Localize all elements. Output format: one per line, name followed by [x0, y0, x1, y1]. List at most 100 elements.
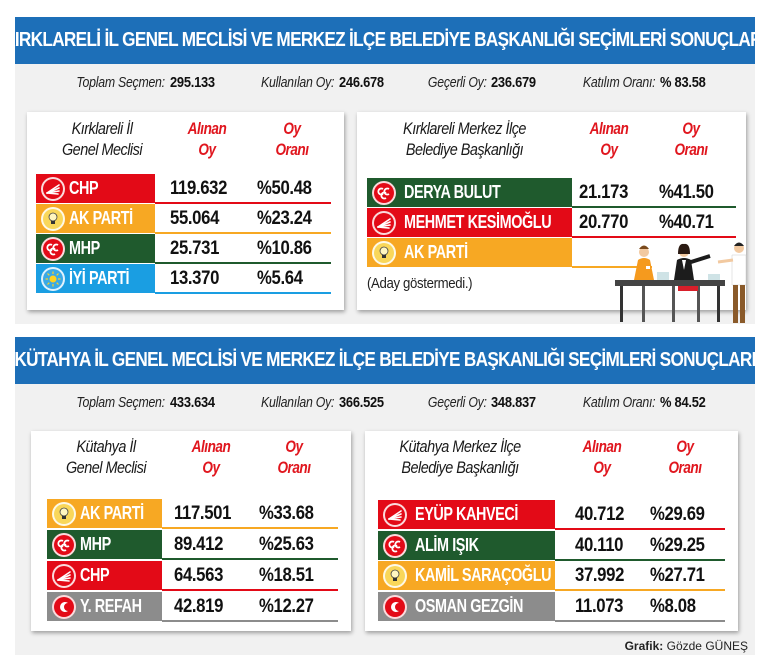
- pct-value: %41.50: [659, 178, 721, 207]
- party-name: MHP: [80, 534, 111, 554]
- col-head-line: Oy: [198, 140, 216, 159]
- col-head-alinan-oy: Alınan Oy: [177, 118, 237, 160]
- candidate-name: OSMAN GEZGİN: [415, 596, 524, 616]
- pct-value: %12.27: [259, 592, 321, 621]
- table-row: DERYA BULUT 21.173 %41.50: [357, 178, 746, 208]
- kirklareli-stats: Toplam Seçmen: 295.133 Kullanılan Oy: 246.…: [15, 64, 755, 100]
- votes-value: 37.992: [575, 561, 631, 590]
- credit-label: Grafik:: [624, 639, 664, 653]
- table-row: CHP 119.632 %50.48: [27, 174, 344, 204]
- candidate-name: AK PARTİ: [404, 242, 468, 262]
- mhp-three-crescents-icon: [52, 532, 76, 557]
- candidate-bar-mhp: DERYA BULUT: [367, 178, 572, 207]
- votes-text: 21.173: [579, 181, 629, 203]
- note-text: (Aday göstermedi.): [367, 275, 473, 292]
- table-row: EYÜP KAHVECİ 40.712 %29.69: [365, 500, 738, 530]
- credit-name: Gözde GÜNEŞ: [666, 639, 748, 653]
- votes-text: 13.370: [170, 267, 220, 289]
- kirklareli-banner: KIRKLARELİ İL GENEL MECLİSİ VE MERKEZ İL…: [15, 17, 755, 64]
- col-head-line: Oy: [285, 437, 303, 456]
- stat-value: % 84.52: [660, 393, 706, 411]
- card-title: Kırklareli İl Genel Meclisi: [37, 118, 167, 160]
- party-name: MHP: [69, 238, 100, 258]
- candidate-name: DERYA BULUT: [404, 182, 501, 202]
- col-head-line: Oranı: [674, 140, 708, 159]
- pct-text: %41.50: [659, 181, 714, 203]
- row-underline: [155, 262, 331, 264]
- pct-text: %25.63: [259, 533, 314, 555]
- party-bar-mhp: MHP: [47, 530, 162, 559]
- votes-value: 89.412: [174, 530, 230, 559]
- kutahya-banner: KÜTAHYA İL GENEL MECLİSİ VE MERKEZ İLÇE …: [15, 337, 755, 384]
- stat-value: 348.837: [491, 393, 537, 411]
- candidate-name: MEHMET KESİMOĞLU: [404, 212, 552, 232]
- card-title-line: Belediye Başkanlığı: [401, 458, 519, 477]
- no-candidate-note: (Aday göstermedi.): [367, 275, 487, 292]
- graphic-credit: Grafik: Gözde GÜNEŞ: [625, 639, 748, 653]
- stat-value: % 83.58: [660, 73, 706, 91]
- stat-katilim-orani: Katılım Oranı:% 84.52: [567, 394, 713, 411]
- chp-six-arrows-icon: [372, 210, 396, 235]
- candidate-bar-akp: KAMİL SARAÇOĞLU: [378, 561, 555, 590]
- stat-toplam-secmen: Toplam Seçmen: 433.634: [57, 394, 222, 411]
- row-underline: [162, 620, 338, 622]
- row-underline: [162, 558, 338, 560]
- party-bar-chp: CHP: [47, 561, 162, 590]
- table-row: KAMİL SARAÇOĞLU 37.992 %27.71: [365, 561, 738, 591]
- kirklareli-il-card: Kırklareli İl Genel Meclisi Alınan Oy Oy…: [27, 112, 344, 310]
- pct-value: %5.64: [257, 264, 309, 293]
- table-row: AK PARTİ: [357, 238, 746, 268]
- table-row: ALİM IŞIK 40.110 %29.25: [365, 531, 738, 561]
- banner-title: KIRKLARELİ İL GENEL MECLİSİ VE MERKEZ İL…: [15, 29, 755, 51]
- mhp-three-crescents-icon: [41, 236, 65, 261]
- table-row: Y. REFAH 42.819 %12.27: [31, 592, 351, 622]
- stat-value: 366.525: [339, 393, 385, 411]
- pct-text: %23.24: [257, 207, 312, 229]
- pct-text: %50.48: [257, 177, 312, 199]
- col-head-line: Alınan: [589, 119, 629, 138]
- col-head-line: Alınan: [187, 119, 227, 138]
- votes-value: 55.064: [170, 204, 226, 233]
- candidate-bar-mhp: ALİM IŞIK: [378, 531, 555, 560]
- akp-lightbulb-icon: [41, 206, 65, 231]
- party-bar-iyi: İYİ PARTİ: [36, 264, 155, 293]
- stat-value: 433.634: [169, 393, 215, 411]
- stat-label: Toplam Seçmen:: [76, 393, 165, 411]
- pct-value: %25.63: [259, 530, 321, 559]
- votes-text: 40.712: [575, 503, 625, 525]
- party-name: AK PARTİ: [69, 208, 133, 228]
- votes-value: 117.501: [174, 499, 239, 528]
- yrefah-crescent-icon: [52, 594, 76, 619]
- col-head-line: Oy: [600, 140, 618, 159]
- card-title-line: Kütahya İl: [76, 437, 136, 456]
- votes-value: 64.563: [174, 561, 230, 590]
- party-name: Y. REFAH: [80, 596, 142, 616]
- votes-value: 25.731: [170, 234, 226, 263]
- iyi-sun-icon: [41, 266, 65, 291]
- stat-label: Geçerli Oy:: [427, 393, 487, 411]
- party-bar-yrefah: Y. REFAH: [47, 592, 162, 621]
- row-underline: [155, 292, 331, 294]
- party-bar-mhp: MHP: [36, 234, 155, 263]
- votes-value: 42.819: [174, 592, 230, 621]
- votes-text: 42.819: [174, 595, 224, 617]
- row-underline: [572, 236, 736, 238]
- chp-six-arrows-icon: [52, 563, 76, 588]
- row-underline: [555, 559, 725, 561]
- votes-text: 11.073: [575, 595, 624, 617]
- table-row: İYİ PARTİ 13.370 %5.64: [27, 264, 344, 294]
- akp-lightbulb-icon: [372, 240, 396, 265]
- col-head-line: Oy: [283, 119, 301, 138]
- row-underline: [572, 206, 736, 208]
- stat-kullanilan-oy: Kullanılan Oy: 366.525: [245, 394, 391, 411]
- stat-label: Kullanılan Oy:: [261, 73, 335, 91]
- card-title-line: Genel Meclisi: [65, 458, 147, 477]
- table-row: AK PARTİ 117.501 %33.68: [31, 499, 351, 529]
- party-bar-chp: CHP: [36, 174, 155, 203]
- candidate-bar-akp: AK PARTİ: [367, 238, 572, 267]
- row-underline: [555, 528, 725, 530]
- kutahya-il-card: Kütahya İl Genel Meclisi Alınan Oy Oy Or…: [31, 431, 351, 631]
- akp-lightbulb-icon: [52, 501, 76, 526]
- row-underline: [572, 266, 652, 268]
- candidate-name: ALİM IŞIK: [415, 535, 479, 555]
